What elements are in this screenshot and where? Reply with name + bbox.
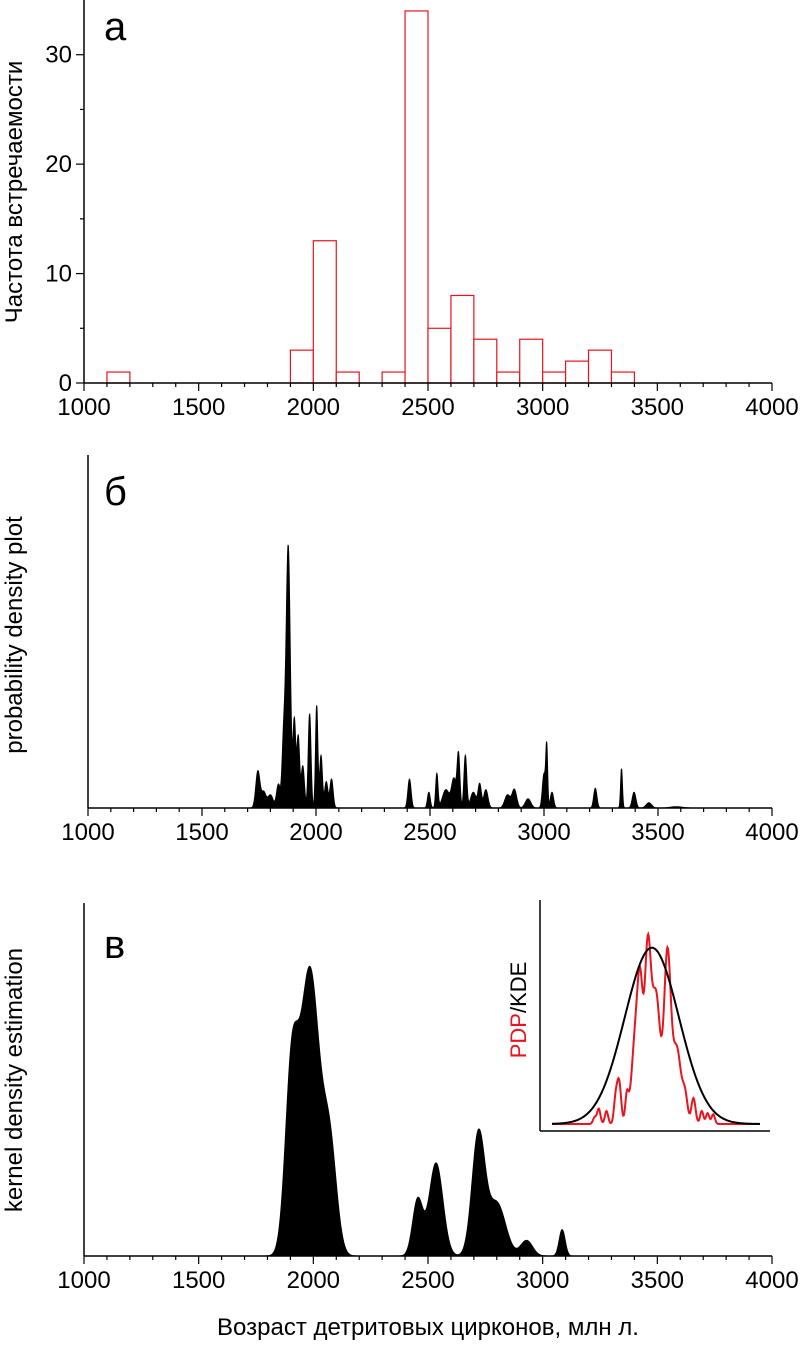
x-tick-label: 2000 [289,819,342,846]
x-tick-label: 2500 [403,819,456,846]
pdp-kde-inset: PDP/KDE [506,900,770,1132]
x-tick-label: 2000 [287,394,340,421]
inset-pdp-curve [552,931,760,1125]
x-tick-label: 1000 [57,394,110,421]
histogram-bar [106,371,131,384]
panel-letter: в [104,923,125,967]
x-tick-label: 3000 [516,394,569,421]
kde-area [84,965,772,1257]
panel-letter: б [104,470,127,514]
pdp-panel: 1000 1500 2000 2500 3000 3500 4000 б probabili… [1,455,799,846]
histogram-bars [106,10,636,384]
x-tick-label: 2000 [287,1267,340,1294]
x-tick-label: 4000 [745,1267,798,1294]
histogram-bar [450,294,475,384]
inset-kde-curve [551,946,760,1125]
x-axis-ticks: 1000 1500 2000 2500 3000 3500 4000 [57,1256,799,1294]
x-tick-label: 1500 [172,1267,225,1294]
x-tick-label: 1500 [172,394,225,421]
histogram-bar [381,371,406,384]
x-tick-label: 1000 [61,819,114,846]
y-tick-label: 30 [45,42,72,69]
x-axis-ticks: 1000 1500 2000 2500 3000 3500 4000 [61,808,799,846]
panel-letter: а [104,5,127,49]
x-tick-label: 4000 [745,394,798,421]
x-axis-ticks: 1000 1500 2000 2500 3000 3500 4000 [57,383,799,421]
x-tick-label: 2500 [401,394,454,421]
x-tick-label: 3500 [631,819,684,846]
x-axis-label: Возраст детритовых цирконов, млн л. [217,1314,639,1341]
histogram-bar [542,371,567,384]
pdp-area [88,544,772,809]
inset-label-pdp: PDP [506,1013,531,1058]
inset-label-kde: /KDE [506,962,531,1013]
histogram-bar [519,338,544,384]
histogram-bar [289,349,314,384]
histogram-bar [427,327,452,384]
histogram-bar [496,371,521,384]
y-axis-label: kernel density estimation [1,948,28,1212]
y-tick-label: 20 [45,151,72,178]
x-tick-label: 3500 [631,394,684,421]
kde-panel: 1000 1500 2000 2500 3000 3500 4000 в kernel de… [1,903,799,1341]
histogram-bar [404,10,429,384]
x-tick-label: 1000 [57,1267,110,1294]
y-tick-label: 10 [45,261,72,288]
x-tick-label: 1500 [175,819,228,846]
x-tick-label: 4000 [745,819,798,846]
histogram-bar [610,371,636,384]
y-axis-ticks: 0 10 20 30 [45,42,84,397]
y-axis-label: probability density plot [1,516,28,754]
x-tick-label: 3000 [517,819,570,846]
histogram-bar [473,338,498,384]
inset-y-label: PDP/KDE [506,962,531,1059]
histogram-bar [312,240,337,384]
y-tick-label: 0 [59,370,72,397]
x-tick-label: 3500 [631,1267,684,1294]
histogram-bar [587,349,613,384]
histogram-bar [335,371,360,384]
histogram-panel: 1000 1500 2000 2500 3000 3500 4000 0 10 20 30 а Ч… [1,0,799,421]
x-tick-label: 2500 [401,1267,454,1294]
histogram-bar [564,360,590,384]
y-axis-label: Частота встречаемости [1,61,28,323]
x-tick-label: 3000 [516,1267,569,1294]
